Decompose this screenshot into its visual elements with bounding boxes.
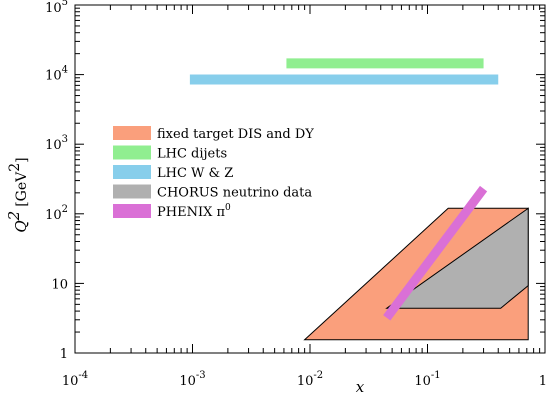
- plot-area: [189, 58, 529, 341]
- y-tick-label: 104: [45, 65, 68, 84]
- legend-label: PHENIX π0: [157, 203, 231, 220]
- series-phenix: [383, 185, 488, 321]
- x-tick-label: 10-2: [297, 370, 323, 389]
- legend-label: CHORUS neutrino data: [157, 186, 312, 201]
- legend-swatch: [113, 165, 151, 179]
- x-axis-title: x: [356, 378, 365, 396]
- series-chorus-neutrino-data: [385, 207, 529, 309]
- x-tick-label: 10-4: [62, 370, 88, 389]
- legend-swatch: [113, 145, 151, 160]
- legend: fixed target DIS and DY LHC dijets LHC W &…: [113, 126, 314, 220]
- legend-label: LHC dijets: [157, 147, 227, 162]
- y-tick-label: 102: [45, 204, 68, 223]
- y-axis-title: Q2[GeV2]: [5, 157, 30, 232]
- x-tick-label: 1: [539, 374, 547, 389]
- legend-swatch: [113, 126, 151, 140]
- legend-label: fixed target DIS and DY: [157, 127, 314, 142]
- series-lhc-w-z: [189, 74, 499, 85]
- y-tick-label: 10: [51, 277, 68, 292]
- y-tick-label: 103: [45, 134, 68, 153]
- x-tick-label: 10-3: [179, 370, 205, 389]
- axes: 10-4 10-3 10-2 10-1 1 1 10 102 103 104 105: [45, 0, 547, 389]
- y-tick-label: 1: [60, 347, 68, 362]
- x-tick-label: 10-1: [414, 370, 440, 389]
- legend-label: LHC W & Z: [157, 166, 233, 181]
- legend-swatch: [113, 184, 151, 199]
- series-lhc-dijets: [286, 58, 484, 69]
- y-tick-label: 105: [45, 0, 68, 16]
- legend-swatch: [113, 204, 151, 218]
